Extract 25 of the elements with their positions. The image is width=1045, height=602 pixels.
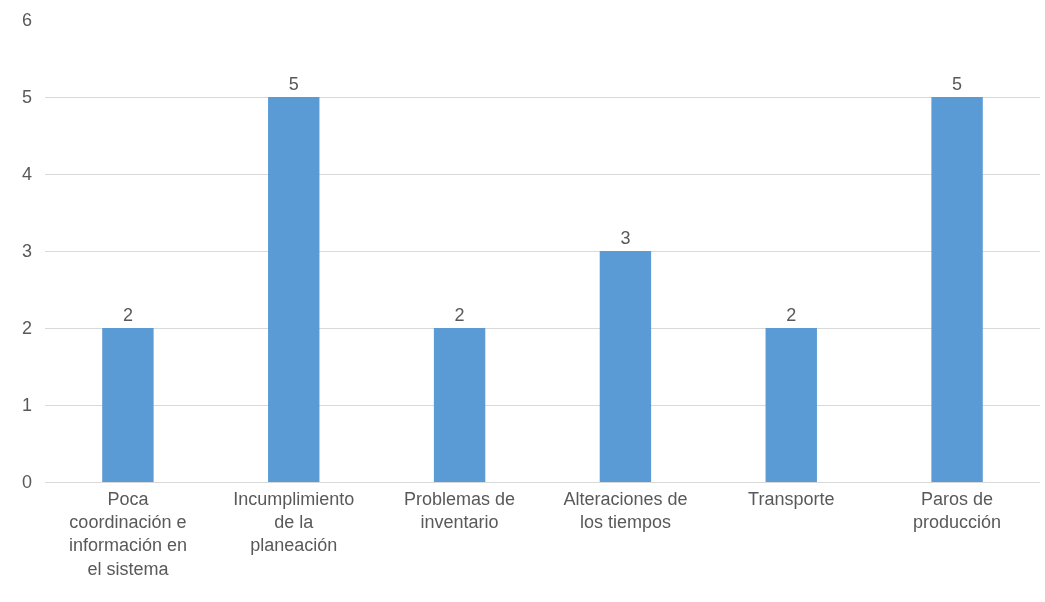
data-label: 5 xyxy=(952,74,963,94)
y-tick-label: 0 xyxy=(21,472,32,493)
bar xyxy=(102,328,154,482)
y-tick-label: 1 xyxy=(21,395,32,416)
x-tick-label: Alteraciones de los tiempos xyxy=(563,488,688,532)
data-label: 2 xyxy=(454,305,465,325)
data-label: 3 xyxy=(620,228,631,248)
bar xyxy=(599,251,652,482)
y-tick-label: 2 xyxy=(21,318,32,339)
y-tick-label: 6 xyxy=(21,10,32,31)
x-tick-label: Paros de producción xyxy=(913,488,1002,532)
data-label: 2 xyxy=(122,305,133,325)
data-label: 5 xyxy=(288,74,299,94)
bar xyxy=(931,97,983,482)
x-tick-label: Problemas de inventario xyxy=(404,488,516,532)
data-label: 2 xyxy=(786,305,797,325)
y-tick-label: 4 xyxy=(21,164,32,185)
y-tick-label: 3 xyxy=(21,241,32,262)
y-tick-label: 5 xyxy=(21,87,32,108)
bar xyxy=(268,97,320,482)
bar xyxy=(433,328,486,482)
x-tick-label: Incumplimiento de la planeación xyxy=(233,488,355,556)
x-tick-label: Transporte xyxy=(748,488,835,509)
x-tick-label: Poca coordinación e información en el sistema xyxy=(68,488,187,579)
bar xyxy=(765,328,817,482)
